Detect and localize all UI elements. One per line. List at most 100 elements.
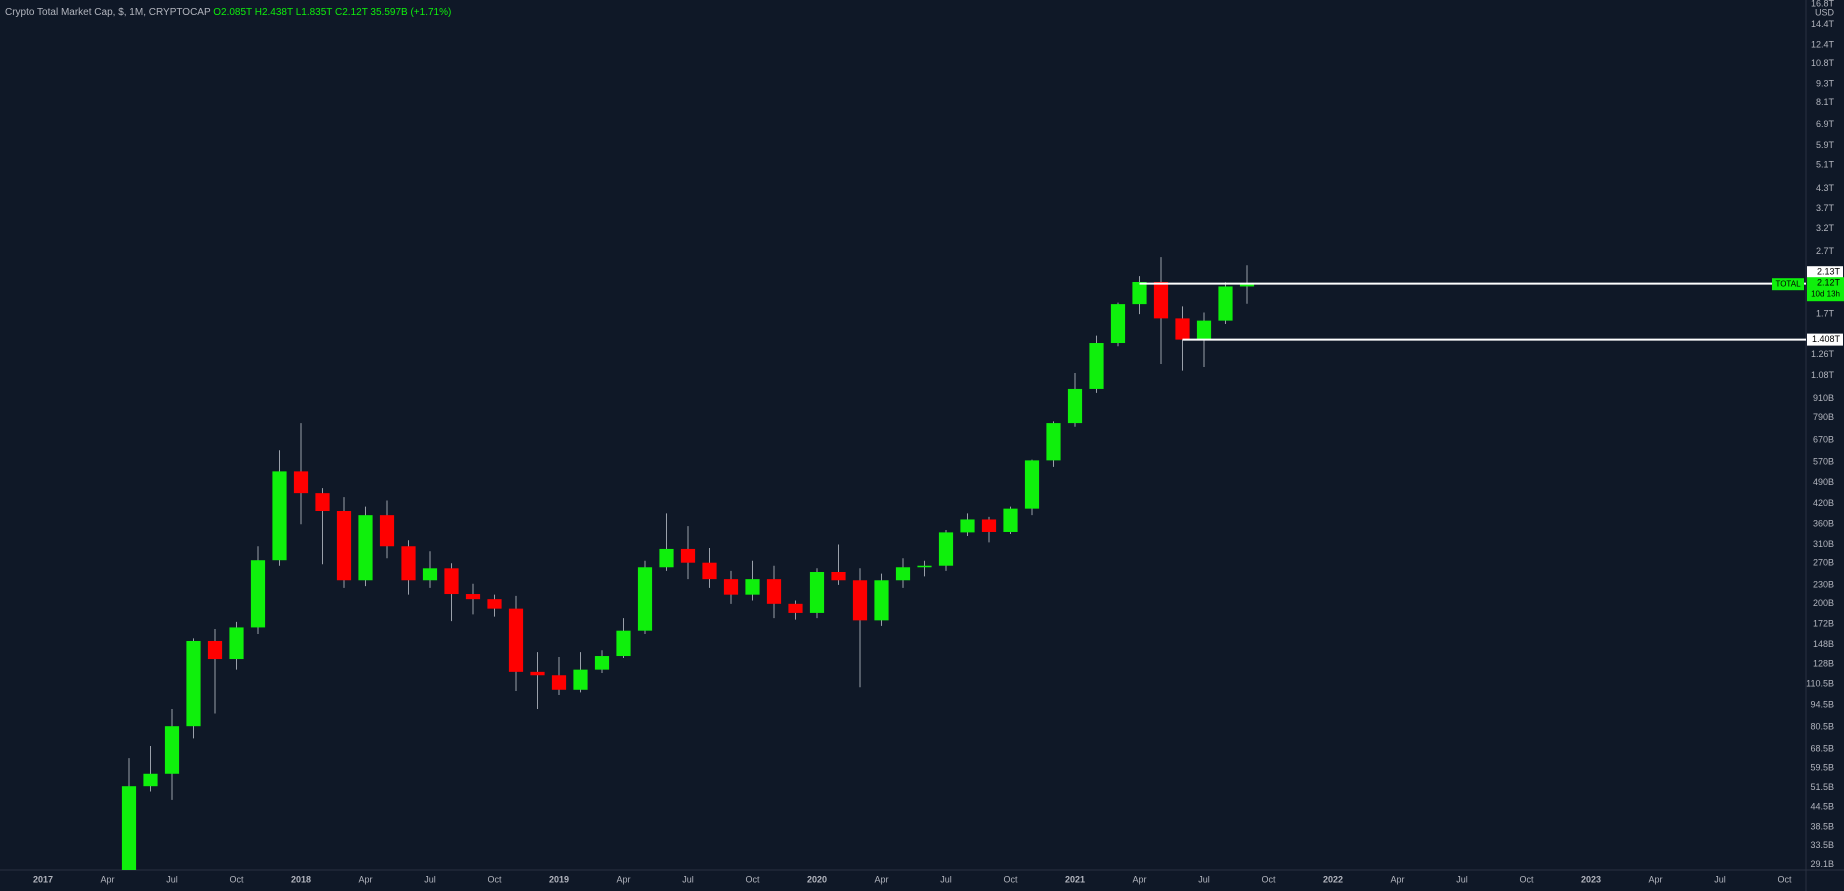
y-tick-label: 200B xyxy=(1813,598,1834,608)
candle-body xyxy=(1239,284,1255,287)
y-tick-label: 420B xyxy=(1813,498,1834,508)
candle-body xyxy=(358,515,373,581)
y-tick-label: 4.3T xyxy=(1816,183,1835,193)
level-label-box xyxy=(1807,333,1843,346)
y-tick-label: 360B xyxy=(1813,519,1834,529)
y-tick-label: 5.1T xyxy=(1816,160,1835,170)
candle-body xyxy=(659,548,674,568)
x-tick-label: Oct xyxy=(1777,874,1792,884)
x-tick-label: Jul xyxy=(1714,874,1726,884)
candle-body xyxy=(680,548,696,563)
axes: 16.8T 14.4T 12.4T 10.8T 9.3T 8.1T 6.9T 5.9T 5.1T… xyxy=(33,0,1844,884)
y-tick-label: 128B xyxy=(1813,659,1834,669)
header-high: H2.438T xyxy=(255,7,293,18)
x-tick-label: Jul xyxy=(1456,874,1468,884)
candle-body xyxy=(702,562,717,580)
candle-body xyxy=(551,675,567,690)
level-label-box xyxy=(1807,266,1843,279)
y-tick-label: 172B xyxy=(1813,619,1834,629)
candle-body xyxy=(336,511,352,581)
x-tick-label: Oct xyxy=(1519,874,1534,884)
candle-body xyxy=(723,579,739,595)
candle-body xyxy=(1089,343,1104,389)
y-tick-label: 6.9T xyxy=(1816,119,1835,129)
y-tick-label: 33.5B xyxy=(1810,840,1834,850)
y-tick-label: 270B xyxy=(1813,558,1834,568)
candle-body xyxy=(1132,281,1147,305)
y-tick-label: 3.7T xyxy=(1816,203,1835,213)
header-open: O2.085T xyxy=(213,7,252,18)
candle-body xyxy=(164,726,180,774)
candle-body xyxy=(465,594,481,600)
y-tick-label: 10.8T xyxy=(1811,58,1835,68)
y-tick-label: 790B xyxy=(1813,412,1834,422)
header-change: 35.597B (+1.71%) xyxy=(370,7,451,18)
x-tick-label: 2018 xyxy=(291,874,311,884)
candle-body xyxy=(530,671,545,676)
candle-body xyxy=(1153,281,1169,319)
x-tick-label: 2022 xyxy=(1323,874,1343,884)
last-symbol-box xyxy=(1772,278,1804,291)
candle-body xyxy=(766,579,782,604)
y-tick-label: 5.9T xyxy=(1816,140,1835,150)
y-tick-label: 8.1T xyxy=(1816,97,1835,107)
candle-body xyxy=(594,656,610,670)
y-tick-label: 12.4T xyxy=(1811,39,1835,49)
plot-area xyxy=(121,257,1806,870)
y-tick-label: 3.2T xyxy=(1816,223,1835,233)
candle-body xyxy=(573,669,588,690)
y-tick-label: 1.7T xyxy=(1816,308,1835,318)
candle-body xyxy=(852,580,868,621)
header[interactable]: Crypto Total Market Cap, $, 1M, CRYPTOCA… xyxy=(5,7,451,18)
candle-body xyxy=(981,519,997,532)
candle-body xyxy=(1110,304,1126,344)
candle-body xyxy=(1067,388,1083,424)
candle-body xyxy=(121,786,137,870)
y-tick-label: 1.08T xyxy=(1811,370,1835,380)
y-tick-label: 230B xyxy=(1813,579,1834,589)
candle-body xyxy=(401,546,416,581)
x-tick-label: Jul xyxy=(940,874,952,884)
y-tick-label: 570B xyxy=(1813,456,1834,466)
x-tick-label: Oct xyxy=(1003,874,1018,884)
x-tick-label: Jul xyxy=(166,874,178,884)
x-tick-label: Jul xyxy=(1198,874,1210,884)
x-tick-label: Apr xyxy=(358,874,372,884)
candle-body xyxy=(637,567,653,631)
level-label: 1.408T xyxy=(1812,334,1841,344)
candle-body xyxy=(938,532,954,566)
candle-body xyxy=(788,603,803,613)
candle-body xyxy=(379,515,395,547)
candle-body xyxy=(422,568,438,581)
candle-body xyxy=(487,599,502,609)
candle-body xyxy=(293,471,309,494)
y-tick-label: 59.5B xyxy=(1810,762,1834,772)
y-tick-label: 148B xyxy=(1813,639,1834,649)
candle-body xyxy=(272,471,287,561)
x-tick-label: Apr xyxy=(1132,874,1146,884)
candle-body xyxy=(1003,508,1018,532)
candle-body xyxy=(1175,318,1190,340)
candle-body xyxy=(207,640,223,660)
x-tick-label: 2017 xyxy=(33,874,53,884)
x-tick-label: Oct xyxy=(229,874,244,884)
x-tick-label: 2021 xyxy=(1065,874,1085,884)
candle-body xyxy=(250,560,266,628)
y-tick-label: 51.5B xyxy=(1810,782,1834,792)
y-tick-label: 910B xyxy=(1813,393,1834,403)
candle-body xyxy=(1024,460,1040,509)
level-label: 2.13T xyxy=(1817,267,1841,277)
x-tick-label: Apr xyxy=(1390,874,1404,884)
candle-body xyxy=(917,565,932,568)
x-tick-label: Oct xyxy=(1261,874,1276,884)
x-tick-label: 2020 xyxy=(807,874,827,884)
x-tick-label: 2019 xyxy=(549,874,569,884)
y-tick-label: 94.5B xyxy=(1810,700,1834,710)
last-symbol: TOTAL xyxy=(1775,279,1801,288)
countdown-label: 10d 13h xyxy=(1811,289,1840,298)
header-close: C2.12T xyxy=(335,7,368,18)
y-tick-label: 490B xyxy=(1813,477,1834,487)
candle-body xyxy=(1046,423,1061,461)
